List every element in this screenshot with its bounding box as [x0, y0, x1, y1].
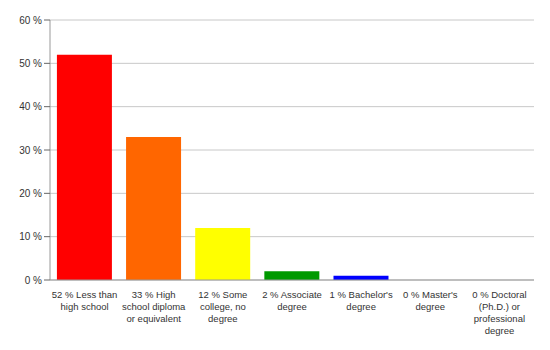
svg-text:30 %: 30 % — [19, 145, 42, 156]
svg-text:33 % Highschool diplomaor equi: 33 % Highschool diplomaor equivalent — [122, 289, 186, 324]
svg-text:1 % Bachelor'sdegree: 1 % Bachelor'sdegree — [330, 289, 393, 312]
svg-text:20 %: 20 % — [19, 188, 42, 199]
svg-text:52 % Less thanhigh school: 52 % Less thanhigh school — [52, 289, 118, 312]
svg-text:12 % Somecollege, nodegree: 12 % Somecollege, nodegree — [198, 289, 247, 324]
svg-text:10 %: 10 % — [19, 231, 42, 242]
svg-text:0 % Master'sdegree: 0 % Master'sdegree — [403, 289, 458, 312]
svg-text:50 %: 50 % — [19, 58, 42, 69]
svg-text:60 %: 60 % — [19, 15, 42, 26]
svg-text:0 %: 0 % — [25, 275, 42, 286]
svg-text:2 % Associatedegree: 2 % Associatedegree — [262, 289, 322, 312]
svg-text:0 % Doctoral(Ph.D.) orprofessi: 0 % Doctoral(Ph.D.) orprofessionaldegree — [472, 289, 526, 336]
svg-text:40 %: 40 % — [19, 101, 42, 112]
